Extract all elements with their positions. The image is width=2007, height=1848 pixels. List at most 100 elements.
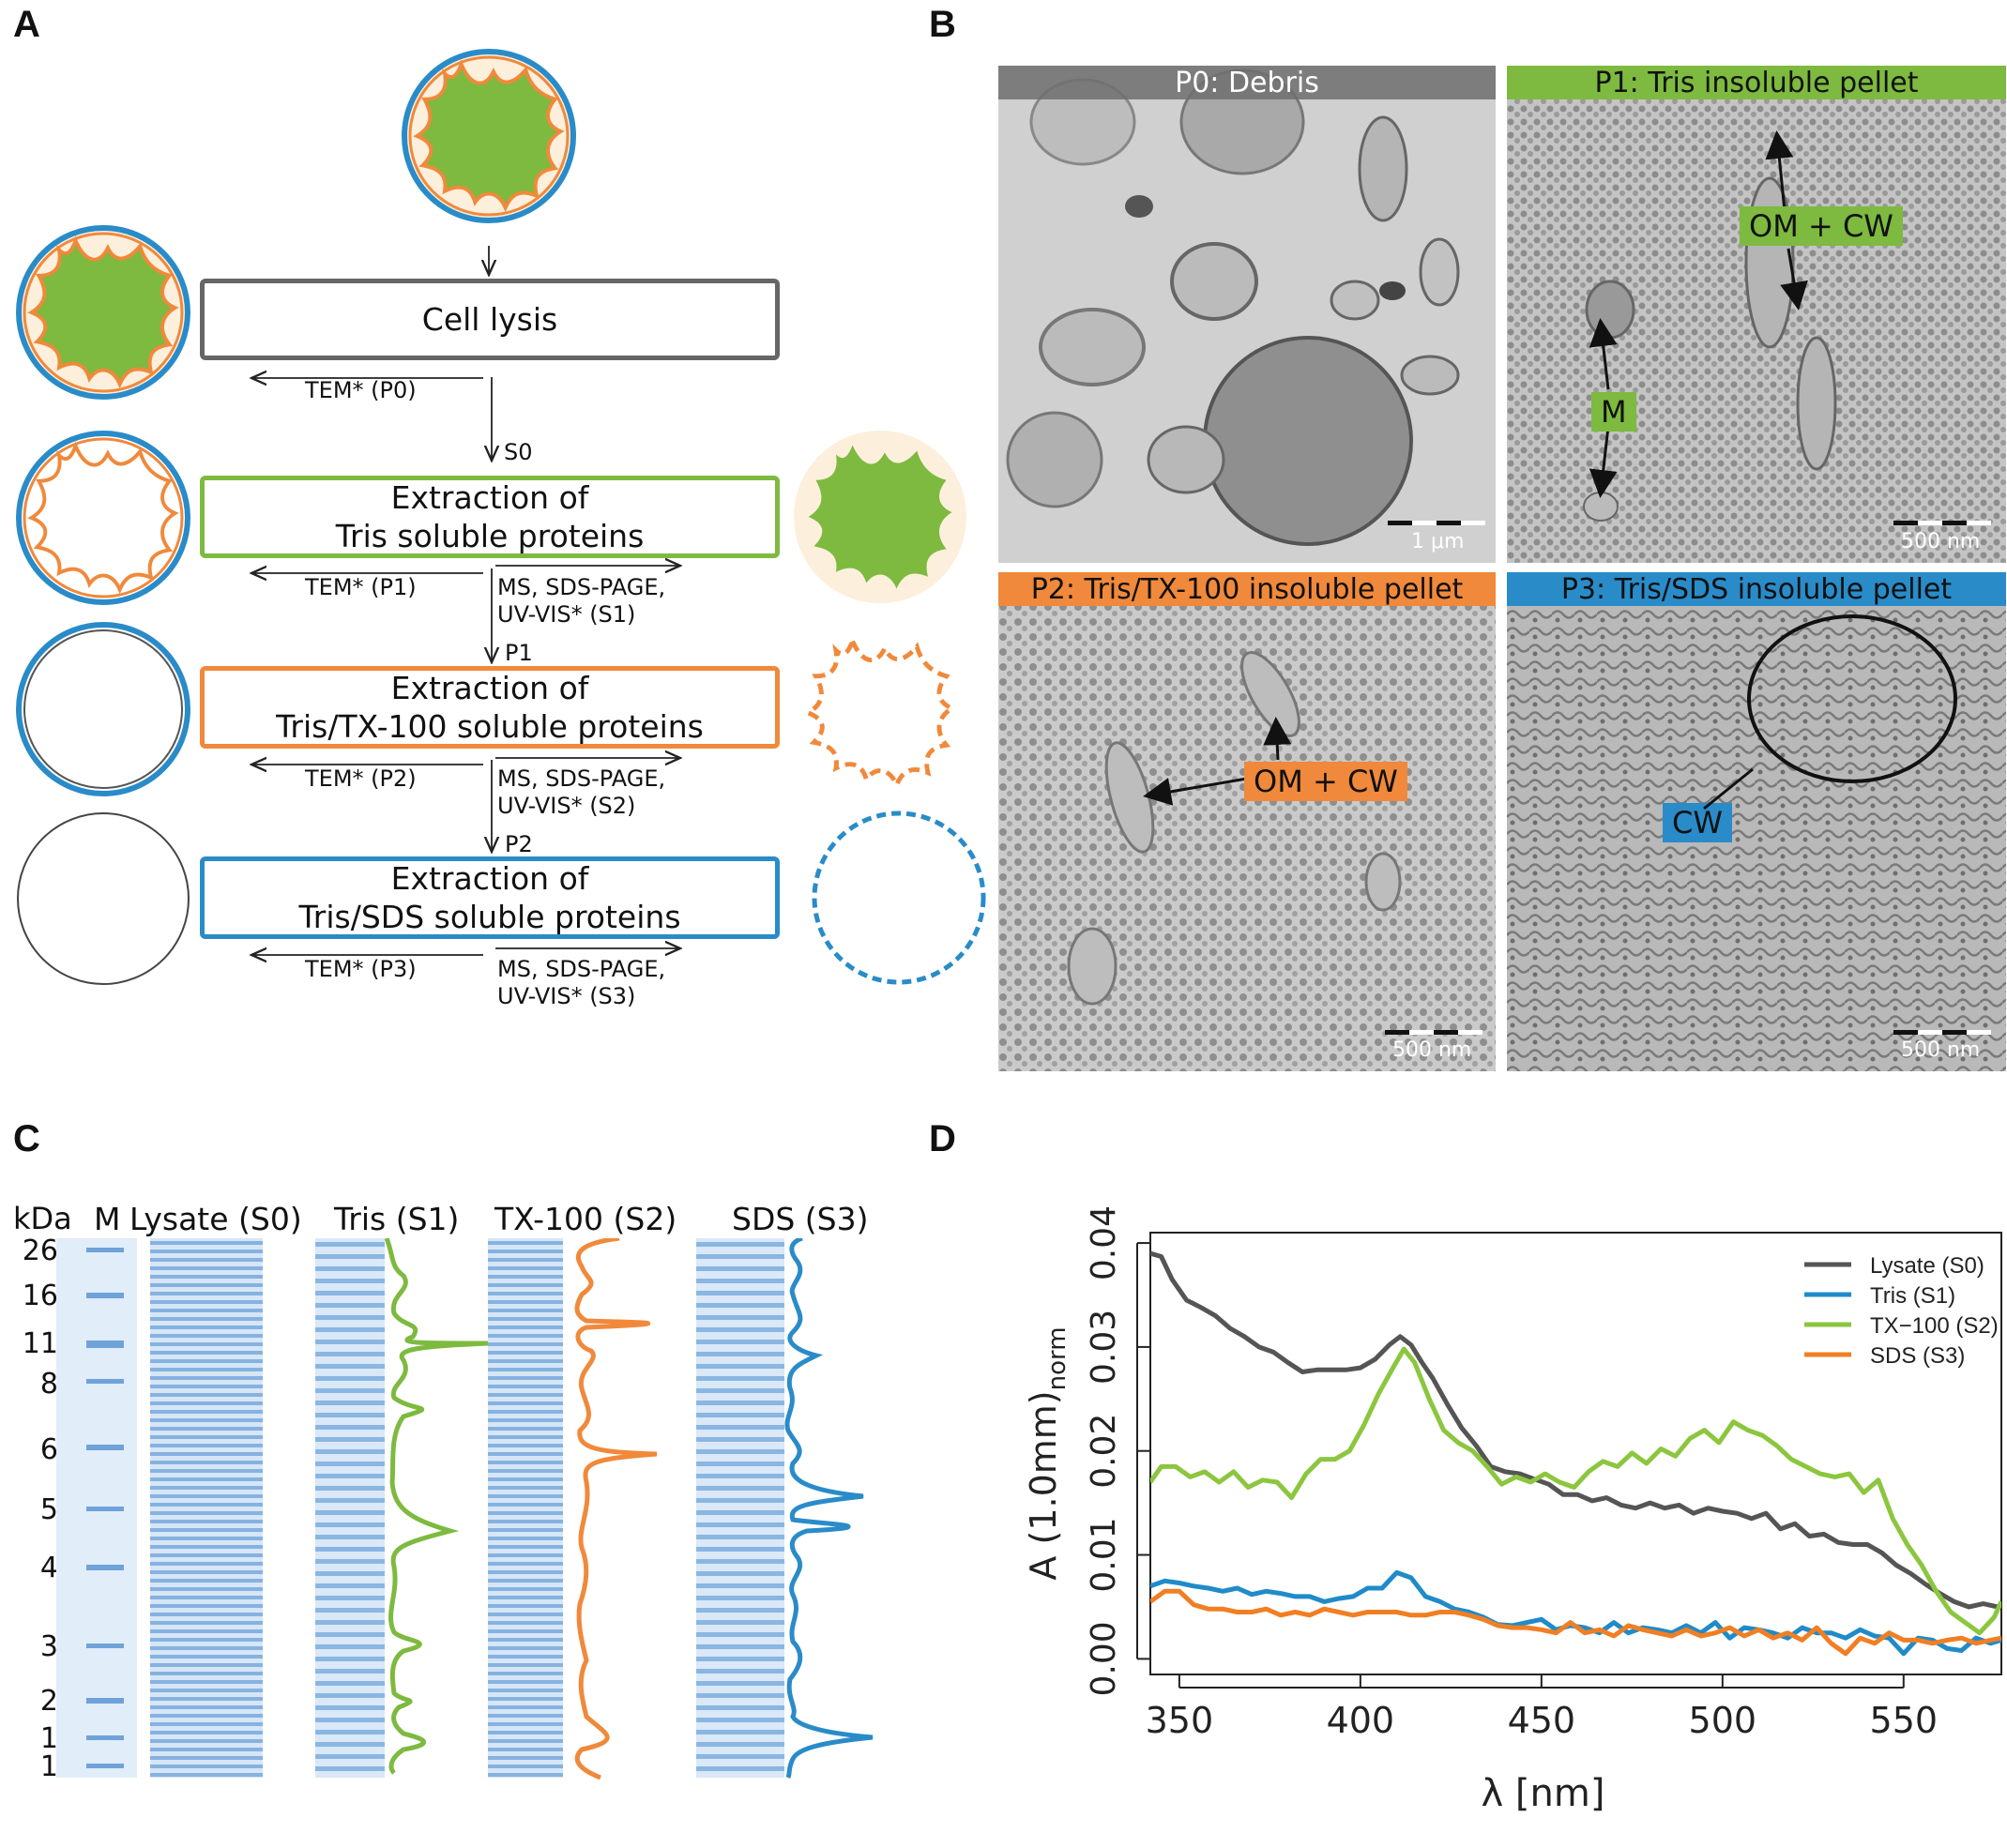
legend-label-1: Tris (S1) — [1870, 1283, 1955, 1309]
tris-extraction-box: Extraction of Tris soluble proteins — [200, 476, 780, 558]
s0-label: S0 — [504, 439, 533, 465]
ms-s2-line2: UV-VIS* (S2) — [497, 793, 636, 819]
panel-a-diagram — [16, 49, 986, 985]
tem-p0-scale-label: 1 μm — [1411, 530, 1465, 553]
sds-box-line2: Tris/SDS soluble proteins — [298, 899, 681, 935]
tem-p2-title: P2: Tris/TX-100 insoluble pellet — [998, 572, 1496, 606]
panel-letter-a: A — [13, 4, 40, 45]
y-tick-label-1: 0.01 — [1085, 1517, 1123, 1592]
sds-box-line1: Extraction of — [390, 860, 589, 897]
tem-p1-om-cw-tag: OM + CW — [1740, 206, 1903, 246]
tem-p3-title: P3: Tris/SDS insoluble pellet — [1507, 572, 2006, 606]
tem-image-p1: P1: Tris insoluble pellet OM + CW M 500 … — [1507, 66, 2006, 563]
legend-label-2: TX−100 (S2) — [1870, 1313, 1999, 1339]
legend-label-3: SDS (S3) — [1870, 1343, 1965, 1369]
gel-lane-label-tris: Tris (S1) — [334, 1201, 460, 1237]
y-tick-label-0: 0.00 — [1085, 1621, 1123, 1696]
ms-s3-line2: UV-VIS* (S3) — [497, 983, 636, 1009]
tem-p0-label: TEM* (P0) — [305, 377, 417, 403]
tem-p3-scale-label: 500 nm — [1901, 1038, 1981, 1062]
tris-box-line2: Tris soluble proteins — [335, 518, 645, 554]
thylakoid-dashed-icon — [809, 642, 952, 785]
intact-cell-icon — [402, 49, 576, 223]
panel-letter-c: C — [13, 1118, 40, 1159]
tem-p0-title: P0: Debris — [998, 66, 1496, 99]
ms-s3-line1: MS, SDS-PAGE, — [497, 956, 666, 982]
tem-p3-scalebar — [1893, 1030, 1991, 1035]
y-tick-label-3: 0.03 — [1085, 1310, 1123, 1385]
chart-axes: 350 400 450 500 550 0.00 0.01 0.02 0.03 0.04 λ [nm… — [1023, 1205, 2002, 1815]
y-tick-label-4: 0.04 — [1085, 1205, 1123, 1280]
tem-p1-arrows — [1589, 130, 1808, 498]
x-tick-label-500: 500 — [1689, 1700, 1757, 1741]
gel-image — [56, 1238, 874, 1780]
series-line-0 — [1150, 1250, 1999, 1610]
tem-p3-texture — [1507, 572, 2006, 1071]
tem-p2-arrows — [1143, 717, 1292, 806]
gel-lane-tris — [315, 1238, 385, 1778]
cell-outline-orange-icon — [16, 431, 190, 605]
lysed-cell-icon — [16, 225, 190, 400]
gel-lane-lysate — [150, 1238, 263, 1778]
densitometry-trace-tx100 — [574, 1238, 658, 1780]
tem-p2-texture — [998, 572, 1496, 1071]
envelope-dashed-icon — [812, 810, 986, 985]
cell-lysis-label: Cell lysis — [421, 301, 558, 338]
sds-extraction-box: Extraction of Tris/SDS soluble proteins — [200, 856, 780, 939]
densitometry-trace-sds — [784, 1238, 874, 1779]
tem-p1-scale-label: 500 nm — [1901, 530, 1981, 553]
tem-p3-connector — [1703, 767, 1754, 810]
tem-image-p2: P2: Tris/TX-100 insoluble pellet OM + CW… — [998, 572, 1496, 1071]
tem-p1-m-tag: M — [1591, 392, 1636, 432]
tem-p3-label: TEM* (P3) — [305, 956, 417, 982]
tem-p1-scalebar — [1893, 521, 1991, 525]
gel-lane-label-sds: SDS (S3) — [732, 1201, 869, 1237]
ms-s1-line1: MS, SDS-PAGE, — [497, 574, 666, 600]
thylakoid-soluble-icon — [794, 431, 966, 603]
series-line-2 — [1150, 1346, 2001, 1636]
ms-s1-line2: UV-VIS* (S1) — [497, 601, 636, 628]
x-tick-label-400: 400 — [1327, 1700, 1395, 1741]
tem-p2-label: TEM* (P2) — [305, 765, 417, 792]
ms-s2-line1: MS, SDS-PAGE, — [497, 765, 666, 792]
tem-p2-om-cw-tag: OM + CW — [1244, 762, 1407, 801]
y-tick-label-2: 0.02 — [1085, 1414, 1123, 1489]
tx100-box-line2: Tris/TX-100 soluble proteins — [276, 708, 704, 745]
gel-lane-sds — [696, 1238, 784, 1778]
cell-wall-icon — [17, 812, 190, 985]
cell-envelope-icon — [16, 622, 190, 796]
legend-label-0: Lysate (S0) — [1870, 1253, 1984, 1279]
tem-p0-texture — [1006, 68, 1460, 546]
x-tick-label-550: 550 — [1870, 1700, 1939, 1741]
gel-marker-bands — [86, 1248, 124, 1768]
gel-lane-label-m: M — [94, 1201, 121, 1237]
p2-label: P2 — [505, 831, 533, 857]
cell-lysis-box: Cell lysis — [200, 279, 780, 360]
tem-image-p0: P0: Debris 1 μm — [998, 66, 1496, 563]
tem-image-p3: P3: Tris/SDS insoluble pellet CW 500 nm — [1507, 572, 2006, 1071]
tris-box-line1: Extraction of — [390, 479, 589, 516]
gel-lane-label-lysate: Lysate (S0) — [129, 1201, 302, 1237]
series-line-3 — [1150, 1588, 2001, 1657]
tem-p2-scalebar — [1385, 1030, 1482, 1035]
chart-lines — [1150, 1250, 2001, 1657]
chart-legend: Lysate (S0) Tris (S1) TX−100 (S2) SDS (S3) — [1804, 1253, 1999, 1369]
tem-p2-scale-label: 500 nm — [1392, 1038, 1472, 1062]
tem-p1-title: P1: Tris insoluble pellet — [1507, 66, 2006, 99]
tx100-box-line1: Extraction of — [390, 670, 589, 706]
panel-letter-b: B — [929, 4, 956, 45]
tx100-extraction-box: Extraction of Tris/TX-100 soluble protei… — [200, 666, 780, 749]
uv-vis-chart: 350 400 450 500 550 0.00 0.01 0.02 0.03 0.04 λ [nm… — [1023, 1205, 2002, 1815]
x-tick-label-350: 350 — [1146, 1700, 1214, 1741]
y-axis-label: A (1.0mm)norm — [1023, 1326, 1072, 1580]
x-axis-label: λ [nm] — [1482, 1772, 1605, 1815]
tem-p3-cw-tag: CW — [1663, 803, 1732, 842]
x-tick-label-450: 450 — [1508, 1700, 1576, 1741]
y-axis-label-subscript: norm — [1043, 1326, 1072, 1390]
tem-p1-label: TEM* (P1) — [305, 574, 417, 600]
panel-letter-d: D — [929, 1118, 956, 1159]
p1-label: P1 — [505, 640, 533, 666]
gel-lane-label-tx100: TX-100 (S2) — [494, 1201, 677, 1237]
densitometry-trace-tris — [384, 1238, 489, 1775]
gel-kda-unit: kDa — [13, 1201, 72, 1236]
